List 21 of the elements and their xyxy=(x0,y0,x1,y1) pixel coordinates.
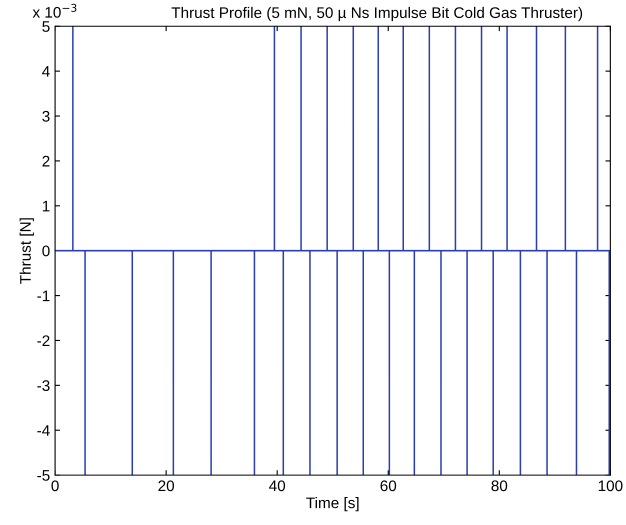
y-tick-label: -3 xyxy=(37,380,50,392)
y-tick-label: -5 xyxy=(37,470,50,481)
y-tick-label: -2 xyxy=(37,335,50,346)
x-tick-label: 20 xyxy=(158,480,174,492)
y-tick-label: 0 xyxy=(42,246,50,256)
y-tick-label: 1 xyxy=(42,200,50,212)
y-tick-label: -1 xyxy=(37,290,50,302)
chart-title: Thrust Profile (5 mN, 50 µ Ns Impulse Bit Cold Gas Thruster) xyxy=(172,6,582,22)
y-axis-title: Thrust [N] xyxy=(20,218,34,284)
x-tick-label: 80 xyxy=(491,480,508,492)
x-tick-label: 100 xyxy=(598,480,622,492)
text: x 10$^{−3}$ xyxy=(32,4,76,18)
y-tick-label: 4 xyxy=(42,66,50,77)
y-tick-label: 2 xyxy=(42,156,50,166)
x-tick-label: 40 xyxy=(269,480,286,492)
x-tick-label: 60 xyxy=(380,480,396,492)
x-tick-label: 0 xyxy=(51,480,59,492)
y-tick-label: 5 xyxy=(42,21,50,32)
y-tick-label: 3 xyxy=(42,110,50,122)
x-axis-title: Time [s] xyxy=(306,497,359,512)
y-tick-label: -4 xyxy=(37,425,50,436)
